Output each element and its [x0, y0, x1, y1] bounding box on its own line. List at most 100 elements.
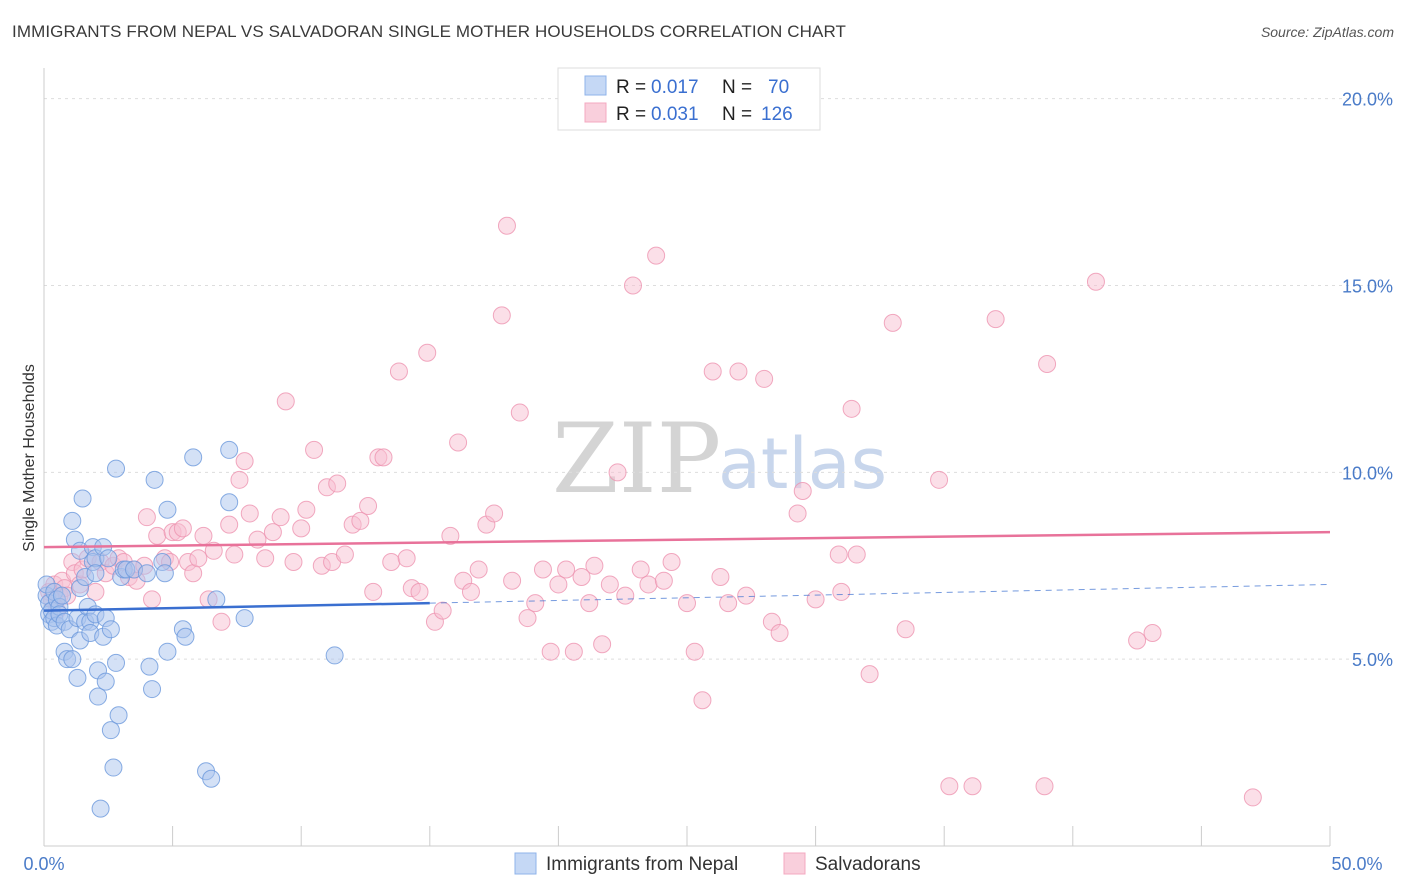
- data-point-salvadorans: [788, 504, 807, 523]
- data-point-salvadorans: [533, 560, 552, 579]
- data-point-salvadorans: [685, 642, 704, 661]
- data-point-salvadorans: [492, 306, 511, 325]
- data-point-nepal: [109, 706, 128, 725]
- y-tick-label: 5.0%: [1352, 650, 1393, 670]
- data-point-salvadorans: [1143, 624, 1162, 643]
- y-tick-label: 10.0%: [1342, 463, 1393, 483]
- x-ticks: [43, 826, 1331, 846]
- legend-label-nepal: Immigrants from Nepal: [546, 854, 738, 875]
- data-point-salvadorans: [204, 541, 223, 560]
- data-point-salvadorans: [510, 403, 529, 422]
- data-point-salvadorans: [963, 777, 982, 796]
- data-point-salvadorans: [374, 448, 393, 467]
- data-point-nepal: [235, 609, 254, 628]
- data-point-salvadorans: [305, 440, 324, 459]
- data-point-salvadorans: [572, 567, 591, 586]
- data-point-salvadorans: [230, 470, 249, 489]
- data-point-salvadorans: [1243, 788, 1262, 807]
- chart-title: IMMIGRANTS FROM NEPAL VS SALVADORAN SING…: [12, 22, 846, 41]
- data-point-nepal: [63, 511, 82, 530]
- data-point-nepal: [73, 489, 92, 508]
- data-point-salvadorans: [549, 575, 568, 594]
- data-point-salvadorans: [86, 582, 105, 601]
- data-point-salvadorans: [647, 246, 666, 265]
- stats-box: R = 0.017 N = 70 R = 0.031 N = 126: [557, 67, 821, 131]
- data-point-salvadorans: [189, 549, 208, 568]
- data-point-salvadorans: [137, 508, 156, 527]
- data-point-salvadorans: [883, 313, 902, 332]
- data-point-nepal: [143, 680, 162, 699]
- data-point-salvadorans: [441, 526, 460, 545]
- data-point-nepal: [155, 564, 174, 583]
- data-point-salvadorans: [497, 216, 516, 235]
- data-point-salvadorans: [263, 523, 282, 542]
- data-point-salvadorans: [793, 482, 812, 501]
- data-point-nepal: [68, 668, 87, 687]
- data-point-salvadorans: [485, 504, 504, 523]
- data-point-nepal: [158, 642, 177, 661]
- stats-n-value-nepal: 70: [768, 77, 789, 98]
- data-point-salvadorans: [184, 564, 203, 583]
- data-point-salvadorans: [148, 526, 167, 545]
- legend-swatch-salvadorans: [783, 852, 806, 875]
- data-point-nepal: [101, 721, 120, 740]
- data-point-salvadorans: [662, 553, 681, 572]
- y-tick-labels: 5.0% 10.0% 15.0% 20.0%: [1342, 90, 1393, 670]
- data-point-salvadorans: [930, 470, 949, 489]
- y-axis-title: Single Mother Households: [21, 364, 38, 552]
- data-point-nepal: [176, 627, 195, 646]
- data-point-salvadorans: [276, 392, 295, 411]
- data-point-salvadorans: [212, 612, 231, 631]
- data-point-salvadorans: [564, 642, 583, 661]
- data-point-salvadorans: [1035, 777, 1054, 796]
- data-point-nepal: [137, 564, 156, 583]
- data-point-salvadorans: [608, 463, 627, 482]
- data-point-salvadorans: [364, 582, 383, 601]
- trend-lines: [43, 530, 1331, 612]
- data-point-salvadorans: [806, 590, 825, 609]
- trend-line-salvadorans: [43, 530, 1331, 549]
- data-point-salvadorans: [143, 590, 162, 609]
- trend-line-nepal-extension: [429, 583, 1331, 604]
- data-point-salvadorans: [557, 560, 576, 579]
- stats-r-value-nepal: 0.017: [651, 77, 699, 98]
- data-point-salvadorans: [541, 642, 560, 661]
- trend-line-nepal: [43, 601, 430, 612]
- data-point-nepal: [325, 646, 344, 665]
- data-point-nepal: [104, 758, 123, 777]
- data-point-salvadorans: [271, 508, 290, 527]
- stats-swatch-nepal: [584, 75, 607, 96]
- data-point-nepal: [220, 440, 239, 459]
- data-point-salvadorans: [770, 624, 789, 643]
- data-point-nepal: [63, 650, 82, 669]
- data-point-salvadorans: [755, 369, 774, 388]
- data-point-salvadorans: [986, 310, 1005, 329]
- data-point-salvadorans: [719, 594, 738, 613]
- data-point-salvadorans: [351, 511, 370, 530]
- data-point-salvadorans: [654, 571, 673, 590]
- data-point-nepal: [207, 590, 226, 609]
- x-tick-label-max: 50.0%: [1331, 854, 1382, 874]
- stats-swatch-salvadorans: [584, 102, 607, 123]
- data-point-salvadorans: [469, 560, 488, 579]
- source-label: Source: ZipAtlas.com: [1260, 24, 1394, 40]
- data-point-salvadorans: [225, 545, 244, 564]
- data-point-salvadorans: [410, 582, 429, 601]
- data-point-salvadorans: [359, 496, 378, 515]
- data-point-salvadorans: [397, 549, 416, 568]
- data-point-nepal: [202, 769, 221, 788]
- data-point-nepal: [220, 493, 239, 512]
- data-point-salvadorans: [292, 519, 311, 538]
- data-point-nepal: [140, 657, 159, 676]
- data-point-salvadorans: [678, 594, 696, 613]
- data-point-salvadorans: [711, 567, 730, 586]
- data-point-salvadorans: [639, 575, 658, 594]
- data-point-nepal: [53, 586, 72, 605]
- data-point-salvadorans: [1128, 631, 1147, 650]
- data-point-salvadorans: [1086, 272, 1105, 291]
- data-point-salvadorans: [829, 545, 848, 564]
- stats-n-value-salvadorans: 126: [761, 104, 793, 125]
- data-point-salvadorans: [631, 560, 650, 579]
- legend-swatch-nepal: [514, 852, 537, 875]
- stats-n-label-salvadorans: N =: [722, 104, 752, 125]
